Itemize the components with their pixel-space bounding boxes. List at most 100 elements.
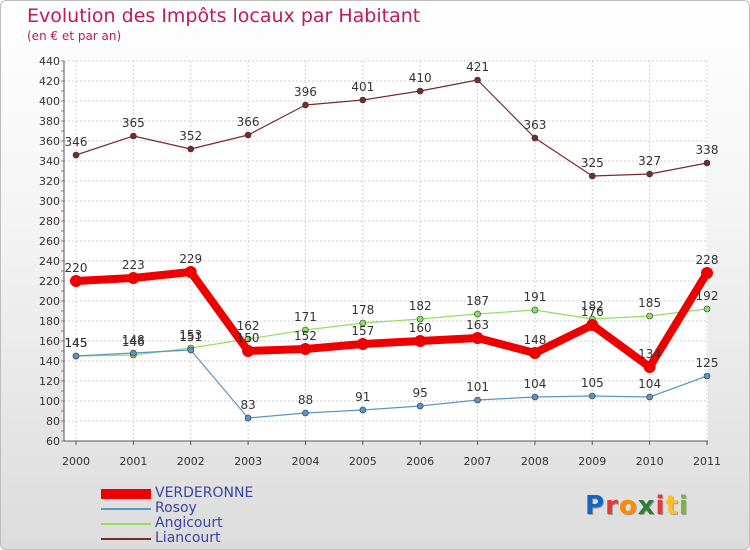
- data-point-verderonne: [701, 267, 713, 279]
- y-tick-label: 260: [39, 235, 60, 248]
- data-point-verderonne: [356, 338, 369, 350]
- data-label-angicourt: 178: [351, 303, 374, 317]
- data-point-liancourt: [130, 132, 137, 140]
- legend-swatch: [101, 507, 151, 510]
- plot-area: [64, 61, 708, 441]
- data-label-liancourt: 363: [523, 118, 546, 132]
- data-label-liancourt: 366: [237, 115, 260, 129]
- data-point-verderonne: [586, 319, 599, 331]
- data-point-verderonne: [471, 332, 484, 344]
- data-label-angicourt: 153: [179, 328, 202, 342]
- data-point-rosoy: [531, 393, 539, 401]
- data-point-angicourt: [646, 312, 653, 320]
- data-point-verderonne: [528, 347, 541, 359]
- y-tick-label: 200: [39, 295, 60, 308]
- data-label-verderonne: 160: [409, 321, 432, 335]
- data-point-rosoy: [359, 406, 367, 414]
- data-label-angicourt: 162: [237, 319, 260, 333]
- data-label-angicourt: 192: [696, 289, 719, 303]
- data-point-angicourt: [474, 310, 481, 318]
- data-point-rosoy: [187, 346, 195, 354]
- legend-label: Liancourt: [155, 530, 221, 546]
- x-tick-label: 2003: [234, 455, 262, 468]
- data-point-liancourt: [531, 134, 539, 142]
- x-tick-label: 2011: [693, 455, 721, 468]
- data-label-verderonne: 157: [351, 324, 374, 338]
- chart-title: Evolution des Impôts locaux par Habitant: [27, 5, 421, 27]
- series-line-rosoy: [75, 349, 708, 419]
- proxiti-logo: Proxiti: [585, 491, 689, 521]
- y-tick-label: 140: [39, 355, 60, 368]
- data-label-liancourt: 396: [294, 85, 317, 99]
- data-point-angicourt: [703, 305, 711, 313]
- data-point-rosoy: [72, 352, 80, 360]
- legend-label: Rosoy: [155, 500, 197, 516]
- series-line-liancourt: [75, 79, 708, 177]
- data-label-angicourt: 187: [466, 294, 489, 308]
- data-point-liancourt: [359, 96, 367, 104]
- data-point-angicourt: [359, 319, 367, 327]
- x-tick-label: 2005: [349, 455, 377, 468]
- data-point-angicourt: [531, 306, 539, 314]
- data-point-liancourt: [72, 151, 80, 159]
- data-label-liancourt: 327: [638, 154, 661, 168]
- data-point-angicourt: [302, 326, 309, 334]
- data-point-angicourt: [244, 335, 252, 343]
- legend-item-liancourt: Liancourt: [101, 531, 253, 546]
- x-tick-label: 2000: [62, 455, 90, 468]
- data-point-rosoy: [244, 414, 252, 422]
- y-tick-label: 340: [39, 155, 60, 168]
- data-label-rosoy: 95: [413, 386, 428, 400]
- y-tick-label: 280: [39, 215, 60, 228]
- data-label-liancourt: 410: [409, 71, 432, 85]
- data-point-verderonne: [184, 266, 197, 278]
- y-tick-label: 240: [39, 255, 60, 268]
- data-label-rosoy: 125: [696, 356, 719, 370]
- data-point-liancourt: [588, 172, 596, 180]
- data-point-liancourt: [302, 101, 309, 109]
- data-point-rosoy: [302, 409, 309, 417]
- x-tick-label: 2010: [636, 455, 664, 468]
- data-label-rosoy: 151: [179, 330, 202, 344]
- y-tick-label: 160: [39, 335, 60, 348]
- data-label-rosoy: 105: [581, 376, 604, 390]
- data-point-liancourt: [187, 145, 195, 153]
- data-label-rosoy: 145: [65, 336, 88, 350]
- series-line-verderonne: [75, 268, 711, 371]
- data-point-rosoy: [703, 372, 711, 380]
- data-label-rosoy: 148: [122, 333, 145, 347]
- legend-label: Angicourt: [155, 515, 223, 531]
- data-label-rosoy: 104: [638, 377, 661, 391]
- y-tick-label: 440: [39, 55, 60, 68]
- data-point-verderonne: [70, 275, 82, 287]
- data-label-rosoy: 101: [466, 380, 489, 394]
- data-point-liancourt: [703, 159, 711, 167]
- data-label-rosoy: 88: [298, 393, 313, 407]
- data-label-liancourt: 401: [351, 80, 374, 94]
- y-tick-label: 320: [39, 175, 60, 188]
- data-label-liancourt: 338: [696, 143, 719, 157]
- data-label-verderonne: 150: [237, 331, 260, 345]
- y-tick-label: 180: [39, 315, 60, 328]
- data-point-verderonne: [242, 345, 255, 357]
- data-label-verderonne: 220: [65, 261, 88, 275]
- data-label-angicourt: 171: [294, 310, 317, 324]
- legend-swatch: [101, 522, 151, 525]
- legend-label: VERDERONNE: [155, 485, 254, 501]
- data-label-verderonne: 223: [122, 258, 145, 272]
- y-tick-label: 420: [39, 75, 60, 88]
- data-label-rosoy: 104: [523, 377, 546, 391]
- x-tick-label: 2008: [521, 455, 549, 468]
- legend-swatch: [101, 488, 151, 499]
- data-label-verderonne: 148: [523, 333, 546, 347]
- data-point-verderonne: [643, 361, 656, 373]
- y-tick-label: 100: [39, 395, 60, 408]
- data-label-angicourt: 191: [523, 290, 546, 304]
- data-label-verderonne: 152: [294, 329, 317, 343]
- data-point-angicourt: [416, 315, 424, 323]
- chart-legend: VERDERONNE Rosoy Angicourt Liancourt: [101, 486, 253, 546]
- y-tick-label: 300: [39, 195, 60, 208]
- y-tick-label: 380: [39, 115, 60, 128]
